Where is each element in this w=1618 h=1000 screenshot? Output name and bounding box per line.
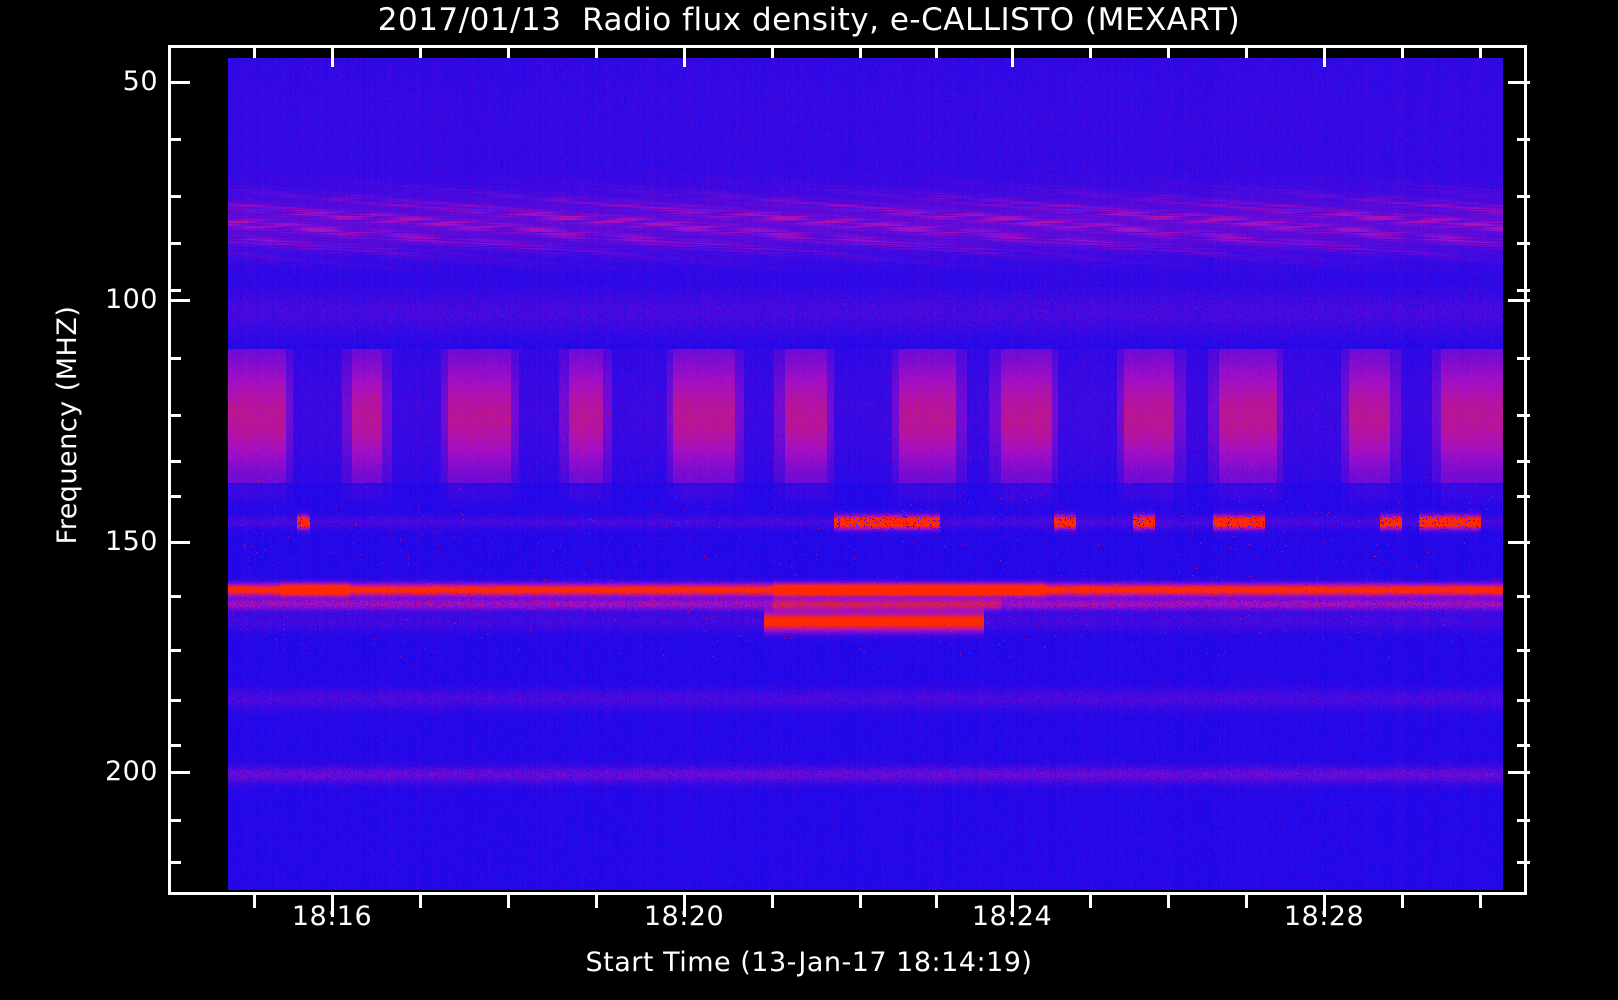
x-tick-major-top	[683, 45, 686, 67]
x-tick-minor-top	[771, 45, 774, 58]
x-tick-minor-top	[253, 45, 256, 58]
x-tick-minor	[1245, 895, 1248, 908]
spectrogram-image	[228, 58, 1503, 890]
y-tick-label: 200	[104, 756, 158, 787]
x-tick-minor-top	[935, 45, 938, 58]
y-tick-minor	[168, 138, 181, 141]
y-tick-minor	[168, 699, 181, 702]
x-tick-minor	[771, 895, 774, 908]
x-tick-minor	[1089, 895, 1092, 908]
y-tick-minor-right	[1517, 242, 1530, 245]
x-tick-minor	[1401, 895, 1404, 908]
x-tick-major-top	[1323, 45, 1326, 67]
y-tick-minor	[168, 595, 181, 598]
y-tick-major-right	[1508, 541, 1530, 544]
y-tick-major	[168, 81, 190, 84]
x-tick-label: 18:16	[291, 901, 373, 932]
x-tick-minor	[507, 895, 510, 908]
y-tick-minor-right	[1517, 861, 1530, 864]
y-tick-major	[168, 299, 190, 302]
x-tick-major	[1011, 895, 1014, 917]
y-tick-major-right	[1508, 299, 1530, 302]
y-tick-minor	[168, 414, 181, 417]
x-tick-minor-top	[1401, 45, 1404, 58]
y-tick-major-right	[1508, 771, 1530, 774]
x-tick-major-top	[1011, 45, 1014, 67]
y-tick-minor	[168, 861, 181, 864]
y-tick-minor	[168, 289, 181, 292]
y-tick-minor-right	[1517, 699, 1530, 702]
y-tick-minor-right	[1517, 414, 1530, 417]
x-tick-minor	[1167, 895, 1170, 908]
x-tick-minor-top	[1089, 45, 1092, 58]
y-tick-label: 50	[122, 66, 158, 97]
y-tick-minor-right	[1517, 195, 1530, 198]
x-tick-minor-top	[1245, 45, 1248, 58]
y-tick-minor	[168, 495, 181, 498]
y-tick-minor-right	[1517, 595, 1530, 598]
y-tick-minor	[168, 460, 181, 463]
x-tick-major-top	[331, 45, 334, 67]
y-tick-minor-right	[1517, 495, 1530, 498]
x-tick-label: 18:28	[1283, 901, 1365, 932]
x-tick-minor-top	[507, 45, 510, 58]
y-tick-minor-right	[1517, 357, 1530, 360]
x-tick-minor	[935, 895, 938, 908]
x-tick-minor-top	[419, 45, 422, 58]
y-tick-major	[168, 541, 190, 544]
y-tick-minor-right	[1517, 649, 1530, 652]
x-tick-major	[331, 895, 334, 917]
y-tick-minor	[168, 195, 181, 198]
y-tick-label: 100	[104, 284, 158, 315]
x-tick-minor-top	[1167, 45, 1170, 58]
y-tick-minor	[168, 357, 181, 360]
y-tick-minor-right	[1517, 460, 1530, 463]
y-tick-label: 150	[104, 526, 158, 557]
y-tick-minor-right	[1517, 289, 1530, 292]
y-tick-minor-right	[1517, 744, 1530, 747]
y-axis-title: Frequency (MHZ)	[52, 305, 83, 545]
x-tick-minor	[1479, 895, 1482, 908]
y-tick-major	[168, 771, 190, 774]
x-tick-minor	[595, 895, 598, 908]
y-tick-minor	[168, 242, 181, 245]
x-tick-label: 18:24	[971, 901, 1053, 932]
x-axis-title: Start Time (13-Jan-17 18:14:19)	[585, 947, 1033, 978]
x-tick-major	[683, 895, 686, 917]
y-tick-minor	[168, 649, 181, 652]
y-tick-minor	[168, 819, 181, 822]
x-tick-minor	[859, 895, 862, 908]
x-tick-minor-top	[859, 45, 862, 58]
page-title: 2017/01/13 Radio flux density, e-CALLIST…	[377, 2, 1241, 38]
y-tick-minor-right	[1517, 138, 1530, 141]
x-tick-major	[1323, 895, 1326, 917]
x-tick-minor	[253, 895, 256, 908]
x-tick-label: 18:20	[643, 901, 725, 932]
x-tick-minor-top	[1479, 45, 1482, 58]
y-tick-major-right	[1508, 81, 1530, 84]
y-tick-minor-right	[1517, 819, 1530, 822]
y-tick-minor	[168, 744, 181, 747]
x-tick-minor	[419, 895, 422, 908]
x-tick-minor-top	[595, 45, 598, 58]
